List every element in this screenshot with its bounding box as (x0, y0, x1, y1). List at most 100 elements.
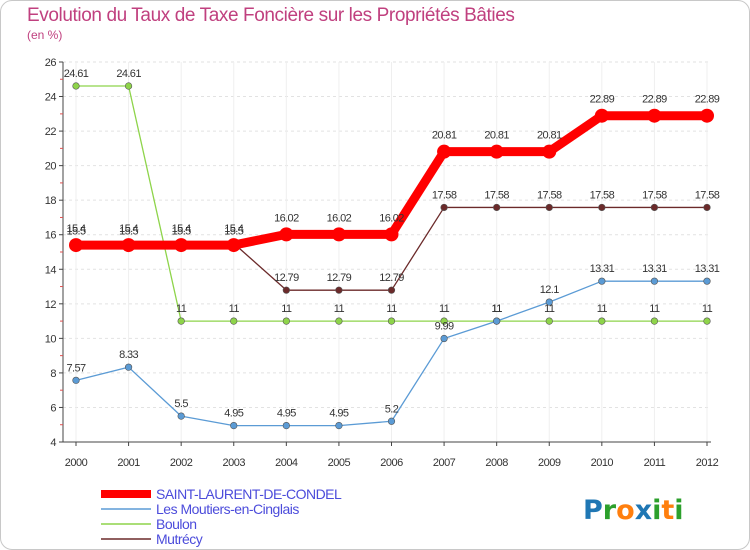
data-label-3-2007: 17.58 (432, 189, 457, 201)
data-label-1-2007: 9.99 (435, 321, 454, 333)
x-tick-label-2000: 2000 (65, 457, 88, 469)
x-tick-label-2010: 2010 (591, 457, 614, 469)
logo-letter: o (616, 495, 635, 526)
data-point-1-2003 (230, 421, 238, 430)
data-point-0-2001 (121, 238, 136, 253)
data-point-2-2007 (440, 317, 448, 325)
data-point-0-2002 (174, 238, 189, 253)
data-point-3-2005 (335, 286, 343, 294)
data-label-2-2007: 11 (439, 303, 450, 315)
data-point-1-2004 (282, 421, 290, 430)
data-point-1-2002 (177, 412, 185, 420)
data-label-1-2000: 7.57 (66, 362, 85, 374)
data-point-1-2000 (72, 376, 80, 384)
data-label-2-2004: 11 (281, 303, 292, 315)
data-point-0-2007 (437, 144, 452, 159)
data-label-0-2004: 16.02 (274, 212, 299, 224)
data-point-0-2006 (384, 227, 399, 242)
data-label-1-2005: 4.95 (329, 408, 348, 420)
logo-letter: x (635, 495, 652, 526)
data-label-3-2002: 15.5 (172, 225, 191, 237)
data-point-3-2006 (387, 286, 396, 294)
proxiti-logo: Proxiti (583, 495, 684, 526)
data-point-0-2000 (69, 238, 83, 253)
data-label-2-2002: 11 (176, 303, 187, 315)
data-point-1-2008 (493, 317, 501, 325)
y-tick-label-4: 4 (50, 437, 56, 449)
data-label-1-2012: 13.31 (695, 263, 720, 275)
data-point-1-2011 (650, 277, 659, 285)
data-label-2-2005: 11 (334, 303, 345, 315)
data-point-2-2005 (335, 317, 343, 325)
data-point-2-2002 (177, 317, 185, 325)
x-tick-label-2005: 2005 (328, 457, 351, 469)
data-label-1-2001: 8.33 (119, 349, 138, 361)
y-tick-label-24: 24 (45, 92, 57, 104)
data-label-1-2010: 13.31 (590, 263, 615, 275)
y-tick-label-20: 20 (45, 161, 57, 173)
data-point-1-2009 (545, 298, 553, 306)
data-point-0-2005 (331, 227, 346, 242)
data-point-3-2007 (440, 203, 448, 212)
logo-letter: i (652, 495, 661, 526)
x-tick-label-2007: 2007 (433, 457, 456, 469)
data-label-0-2009: 20.81 (537, 130, 562, 142)
data-label-2-2003: 11 (229, 303, 240, 315)
data-point-0-2004 (279, 227, 294, 242)
x-tick-label-2003: 2003 (223, 457, 246, 469)
y-tick-label-14: 14 (45, 264, 57, 276)
data-label-0-2000: 15.4 (66, 223, 85, 235)
data-label-3-2008: 17.58 (484, 189, 509, 201)
data-point-1-2001 (124, 363, 133, 371)
data-point-0-2010 (594, 108, 609, 123)
y-tick-label-8: 8 (50, 368, 56, 380)
data-point-2-2001 (124, 82, 133, 90)
data-label-0-2007: 20.81 (432, 130, 457, 142)
data-label-3-2005: 12.79 (327, 272, 352, 284)
data-label-2-2001: 24.61 (116, 68, 141, 80)
data-point-0-2008 (489, 144, 504, 159)
data-point-3-2012 (703, 203, 711, 212)
data-label-3-2003: 15.5 (224, 225, 243, 237)
data-label-1-2006: 5.2 (385, 403, 399, 415)
y-tick-label-18: 18 (45, 195, 57, 207)
data-point-1-2010 (598, 277, 606, 285)
data-label-0-2008: 20.81 (484, 130, 509, 142)
y-tick-label-16: 16 (45, 230, 57, 242)
data-point-2-2000 (72, 82, 80, 90)
x-tick-label-2009: 2009 (538, 457, 561, 469)
legend-label-0: SAINT-LAURENT-DE-CONDEL (156, 486, 342, 502)
data-label-2-2009: 11 (544, 303, 555, 315)
data-point-1-2005 (335, 421, 343, 430)
y-tick-label-22: 22 (45, 126, 57, 138)
logo-letter: r (603, 495, 617, 526)
data-label-2-2011: 11 (649, 303, 660, 315)
chart-title: Evolution du Taux de Taxe Foncière sur l… (27, 5, 515, 26)
legend-label-1: Les Moutiers-en-Cinglais (156, 501, 299, 517)
y-tick-label-10: 10 (45, 333, 57, 345)
data-label-0-2001: 15.4 (119, 223, 138, 235)
data-label-3-2006: 12.79 (379, 272, 404, 284)
data-label-1-2009: 12.1 (540, 284, 559, 296)
y-tick-label-6: 6 (50, 402, 56, 414)
data-point-2-2006 (387, 317, 396, 325)
data-label-3-2009: 17.58 (537, 189, 562, 201)
y-tick-label-12: 12 (45, 299, 57, 311)
data-label-0-2002: 15.4 (172, 223, 191, 235)
data-label-3-2012: 17.58 (695, 189, 720, 201)
data-label-3-2004: 12.79 (274, 272, 299, 284)
x-tick-label-2006: 2006 (380, 457, 403, 469)
x-tick-label-2004: 2004 (275, 457, 298, 469)
data-label-0-2006: 16.02 (379, 212, 404, 224)
data-label-0-2003: 15.4 (224, 223, 243, 235)
logo-letter: P (583, 495, 603, 526)
data-label-2-2000: 24.61 (64, 68, 89, 80)
data-point-3-2011 (650, 203, 659, 212)
data-label-3-2000: 15.5 (66, 225, 85, 237)
data-point-2-2011 (650, 317, 659, 325)
data-point-1-2012 (703, 277, 711, 285)
data-label-1-2003: 4.95 (224, 408, 243, 420)
data-label-0-2005: 16.02 (327, 212, 352, 224)
